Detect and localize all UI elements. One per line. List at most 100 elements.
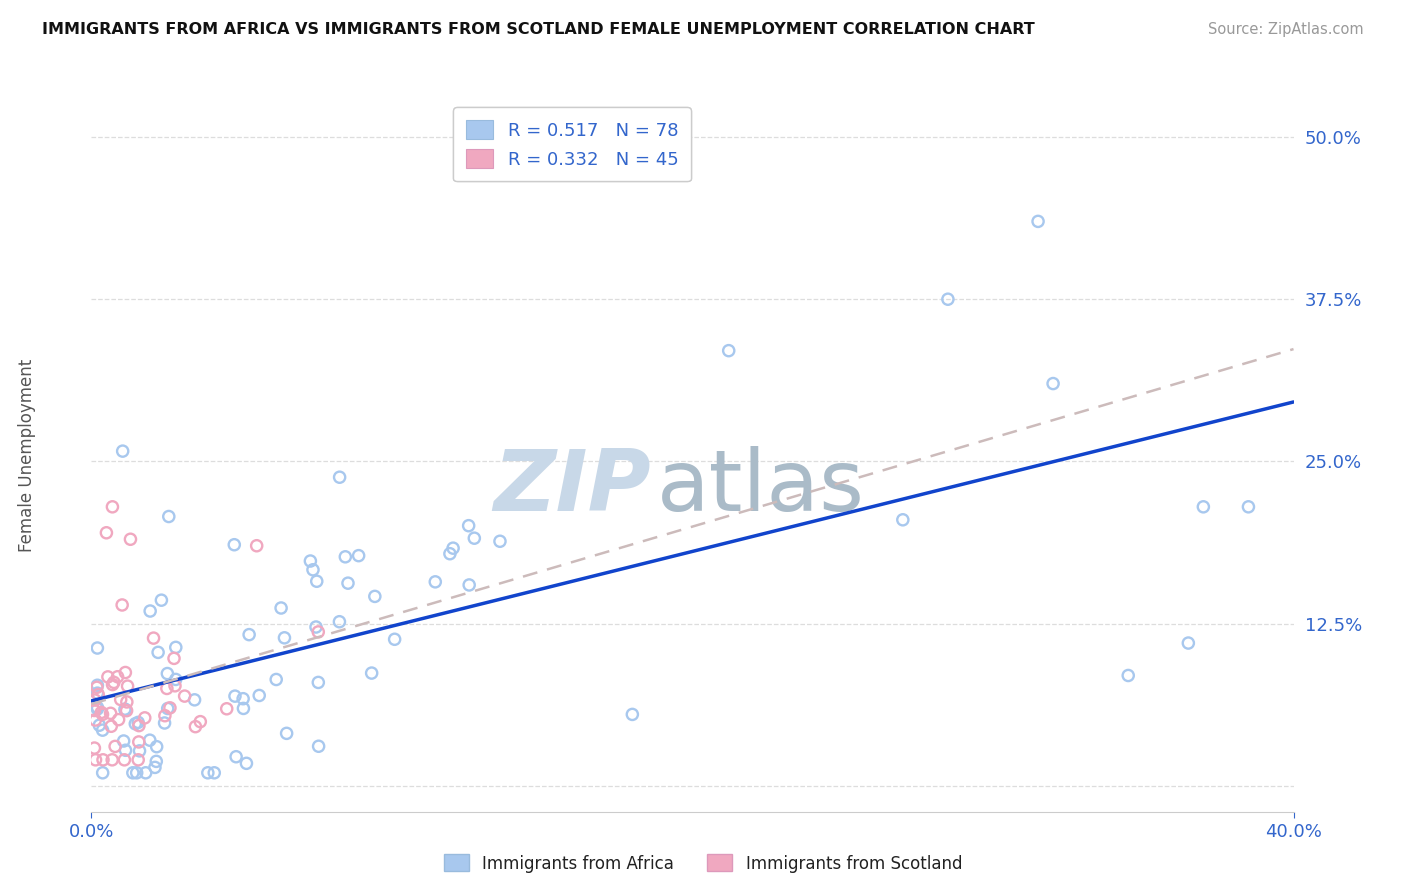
Point [305, 574, 328, 589]
Point [202, 765, 225, 780]
Point [90, 706, 112, 720]
Point [163, 679, 186, 693]
Point [143, 760, 166, 774]
Point [128, 718, 150, 732]
Point [1116, 668, 1139, 682]
Point [112, 734, 135, 748]
Point [308, 739, 330, 754]
Point [891, 513, 914, 527]
Point [1192, 500, 1215, 514]
Point [100, 706, 122, 721]
Point [224, 689, 246, 703]
Point [139, 733, 162, 747]
Point [173, 689, 195, 703]
Point [360, 666, 382, 681]
Point [114, 743, 136, 757]
Point [224, 538, 246, 552]
Text: atlas: atlas [657, 445, 865, 529]
Point [225, 749, 247, 764]
Point [150, 593, 173, 607]
Point [112, 753, 135, 767]
Point [117, 679, 139, 693]
Point [91, 707, 114, 722]
Point [157, 509, 180, 524]
Point [329, 470, 352, 484]
Point [159, 701, 181, 715]
Point [276, 726, 298, 740]
Point [188, 714, 211, 729]
Point [86, 681, 108, 695]
Point [97, 670, 120, 684]
Point [145, 755, 167, 769]
Point [347, 549, 370, 563]
Point [364, 590, 387, 604]
Point [128, 744, 150, 758]
Point [441, 541, 464, 556]
Point [146, 645, 169, 659]
Point [83, 741, 105, 756]
Point [84, 693, 107, 707]
Point [457, 518, 479, 533]
Point [134, 711, 156, 725]
Point [121, 765, 143, 780]
Point [153, 716, 176, 731]
Point [101, 500, 124, 514]
Point [184, 720, 207, 734]
Y-axis label: Female Unemployment: Female Unemployment [18, 359, 35, 551]
Point [302, 563, 325, 577]
Point [114, 665, 136, 680]
Point [104, 739, 127, 754]
Legend: R = 0.517   N = 78, R = 0.332   N = 45: R = 0.517 N = 78, R = 0.332 N = 45 [454, 107, 690, 181]
Point [115, 695, 138, 709]
Point [110, 692, 132, 706]
Point [183, 693, 205, 707]
Point [165, 640, 187, 655]
Point [238, 627, 260, 641]
Point [127, 715, 149, 730]
Point [232, 701, 254, 715]
Point [139, 604, 162, 618]
Point [135, 765, 157, 780]
Point [235, 756, 257, 771]
Point [197, 765, 219, 780]
Point [489, 534, 512, 549]
Point [89, 718, 111, 732]
Point [264, 673, 287, 687]
Point [86, 678, 108, 692]
Point [270, 601, 292, 615]
Point [458, 578, 481, 592]
Point [335, 549, 357, 564]
Point [87, 688, 110, 702]
Point [111, 444, 134, 458]
Point [337, 576, 360, 591]
Point [717, 343, 740, 358]
Point [107, 670, 129, 684]
Point [307, 675, 329, 690]
Point [307, 624, 329, 639]
Point [91, 723, 114, 738]
Point [84, 753, 107, 767]
Point [83, 704, 105, 718]
Legend: Immigrants from Africa, Immigrants from Scotland: Immigrants from Africa, Immigrants from … [437, 847, 969, 880]
Point [86, 686, 108, 700]
Point [299, 554, 322, 568]
Point [246, 539, 269, 553]
Point [86, 700, 108, 714]
Point [425, 574, 447, 589]
Point [163, 651, 186, 665]
Point [247, 689, 270, 703]
Point [115, 704, 138, 718]
Point [232, 691, 254, 706]
Text: Source: ZipAtlas.com: Source: ZipAtlas.com [1208, 22, 1364, 37]
Point [120, 533, 142, 547]
Point [215, 702, 238, 716]
Point [100, 719, 122, 733]
Point [1237, 500, 1260, 514]
Point [114, 703, 136, 717]
Point [1026, 214, 1049, 228]
Point [1177, 636, 1199, 650]
Text: IMMIGRANTS FROM AFRICA VS IMMIGRANTS FROM SCOTLAND FEMALE UNEMPLOYMENT CORRELATI: IMMIGRANTS FROM AFRICA VS IMMIGRANTS FRO… [42, 22, 1035, 37]
Point [156, 701, 179, 715]
Point [101, 753, 124, 767]
Point [936, 292, 959, 306]
